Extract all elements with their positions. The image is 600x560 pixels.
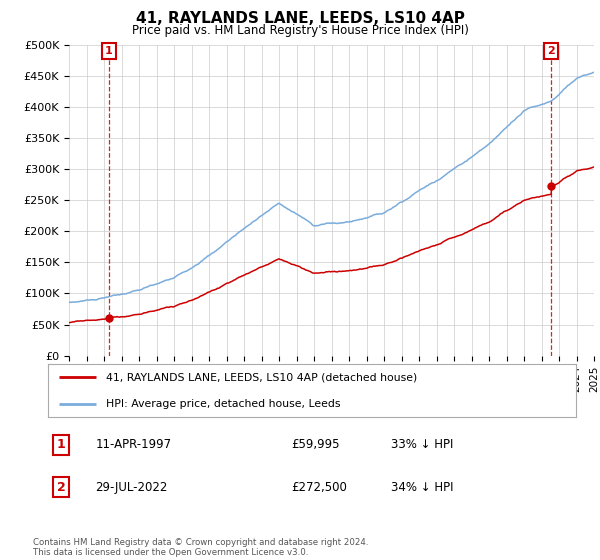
Text: 34% ↓ HPI: 34% ↓ HPI — [391, 480, 454, 493]
Text: 33% ↓ HPI: 33% ↓ HPI — [391, 438, 454, 451]
Text: 1: 1 — [105, 46, 113, 56]
Text: 29-JUL-2022: 29-JUL-2022 — [95, 480, 168, 493]
Text: 11-APR-1997: 11-APR-1997 — [95, 438, 172, 451]
Text: 1: 1 — [57, 438, 65, 451]
Text: £272,500: £272,500 — [291, 480, 347, 493]
Text: 2: 2 — [57, 480, 65, 493]
Text: HPI: Average price, detached house, Leeds: HPI: Average price, detached house, Leed… — [106, 399, 341, 409]
Text: 2: 2 — [548, 46, 556, 56]
Text: Contains HM Land Registry data © Crown copyright and database right 2024.
This d: Contains HM Land Registry data © Crown c… — [33, 538, 368, 557]
Text: Price paid vs. HM Land Registry's House Price Index (HPI): Price paid vs. HM Land Registry's House … — [131, 24, 469, 36]
Text: 41, RAYLANDS LANE, LEEDS, LS10 4AP: 41, RAYLANDS LANE, LEEDS, LS10 4AP — [136, 11, 464, 26]
Text: £59,995: £59,995 — [291, 438, 340, 451]
Text: 41, RAYLANDS LANE, LEEDS, LS10 4AP (detached house): 41, RAYLANDS LANE, LEEDS, LS10 4AP (deta… — [106, 372, 418, 382]
